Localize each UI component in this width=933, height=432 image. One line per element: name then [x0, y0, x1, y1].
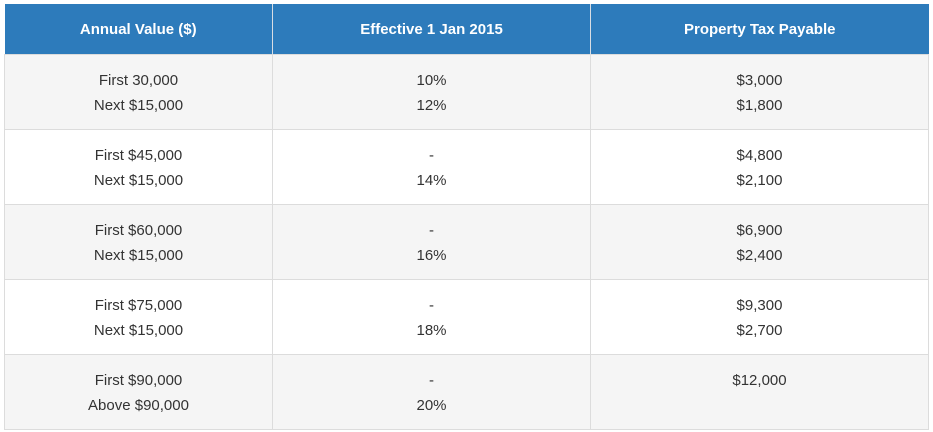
- table-cell: - 20%: [272, 354, 591, 430]
- header-cell: Property Tax Payable: [590, 4, 929, 55]
- table-body: First 30,000 Next $15,000 10% 12% $3,000 $1,8…: [4, 54, 929, 430]
- cell-text: $12,000: [732, 372, 787, 389]
- table-cell: - 18%: [272, 279, 591, 355]
- cell-text: First $45,000: [94, 147, 183, 164]
- cell-text: -: [429, 372, 434, 389]
- cell-text: 14%: [416, 172, 447, 189]
- cell-text: 12%: [416, 97, 447, 114]
- table-row: First $60,000 Next $15,000 - 16% $6,900 $2,40…: [4, 204, 929, 280]
- cell-text: $2,400: [736, 247, 783, 264]
- table-row: First $75,000 Next $15,000 - 18% $9,300 $2,70…: [4, 279, 929, 355]
- cell-text: Next $15,000: [93, 172, 184, 189]
- table-container: Annual Value ($) Effective 1 Jan 2015 Prop…: [4, 4, 929, 430]
- cell-text: First $60,000: [94, 222, 183, 239]
- cell-text: $2,100: [736, 172, 783, 189]
- table-cell: $12,000: [590, 354, 929, 430]
- table-cell: $9,300 $2,700: [590, 279, 929, 355]
- table-row: First 30,000 Next $15,000 10% 12% $3,000 $1,8…: [4, 54, 929, 130]
- cell-text: Next $15,000: [93, 247, 184, 264]
- table-cell: First 30,000 Next $15,000: [4, 54, 273, 130]
- header-cell: Annual Value ($): [4, 4, 273, 55]
- cell-text: First $90,000: [94, 372, 183, 389]
- table-cell: $3,000 $1,800: [590, 54, 929, 130]
- cell-text: -: [429, 147, 434, 164]
- cell-text: $4,800: [736, 147, 783, 164]
- table-cell: First $45,000 Next $15,000: [4, 129, 273, 205]
- cell-text: 20%: [416, 397, 447, 414]
- cell-text: 18%: [416, 322, 447, 339]
- table-cell: $6,900 $2,400: [590, 204, 929, 280]
- cell-text: Above $90,000: [88, 397, 189, 414]
- cell-text: $2,700: [736, 322, 783, 339]
- table-cell: $4,800 $2,100: [590, 129, 929, 205]
- header-row: Annual Value ($) Effective 1 Jan 2015 Prop…: [4, 4, 929, 55]
- table-row: First $90,000 Above $90,000 - 20% $12,000: [4, 354, 929, 430]
- header-cell: Effective 1 Jan 2015: [272, 4, 591, 55]
- table-cell: - 14%: [272, 129, 591, 205]
- table-cell: - 16%: [272, 204, 591, 280]
- cell-text: -: [429, 222, 434, 239]
- cell-text: First $75,000: [94, 297, 183, 314]
- table-cell: First $90,000 Above $90,000: [4, 354, 273, 430]
- table-cell: 10% 12%: [272, 54, 591, 130]
- cell-text: 10%: [416, 72, 447, 89]
- cell-text: Next $15,000: [93, 322, 184, 339]
- cell-text: $3,000: [736, 72, 783, 89]
- table-row: First $45,000 Next $15,000 - 14% $4,800 $2,10…: [4, 129, 929, 205]
- cell-text: First 30,000: [98, 72, 179, 89]
- table-cell: First $75,000 Next $15,000: [4, 279, 273, 355]
- cell-text: $6,900: [736, 222, 783, 239]
- cell-text: $9,300: [736, 297, 783, 314]
- tax-table: Annual Value ($) Effective 1 Jan 2015 Prop…: [4, 4, 929, 430]
- table-cell: First $60,000 Next $15,000: [4, 204, 273, 280]
- cell-text: -: [429, 297, 434, 314]
- cell-text: Next $15,000: [93, 97, 184, 114]
- cell-text: $1,800: [736, 97, 783, 114]
- cell-text: 16%: [416, 247, 447, 264]
